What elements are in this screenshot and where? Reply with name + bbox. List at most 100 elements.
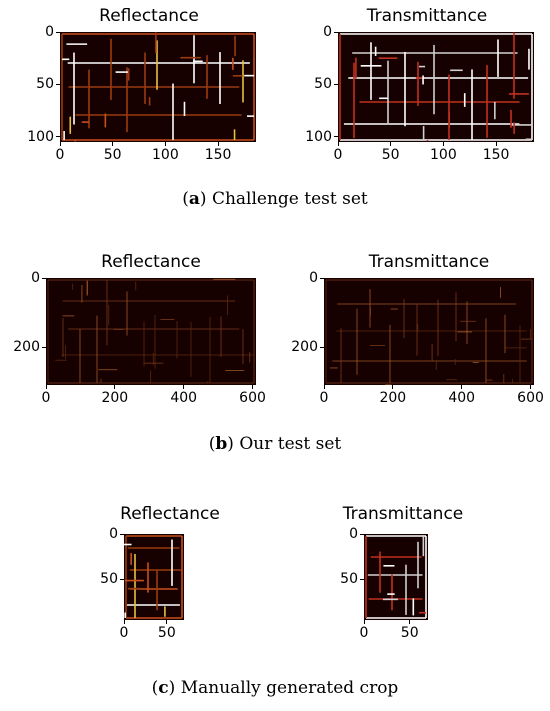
caption-a: (a) Challenge test set <box>182 189 368 209</box>
y-tick-label: 0 <box>309 270 318 286</box>
y-tick-label: 0 <box>31 270 40 286</box>
y-tick-label: 0 <box>109 526 118 542</box>
x-tick-mark <box>530 385 532 389</box>
y-tick-label: 0 <box>349 526 358 542</box>
plot-title: Reflectance <box>99 6 199 26</box>
x-tick-label: 50 <box>400 625 419 641</box>
y-tick-label: 50 <box>340 571 358 588</box>
plot-b-reflectance: Reflectance 0 200 400 600 0 200 <box>0 252 270 412</box>
caption-letter: b <box>215 434 228 454</box>
x-tick-label: 0 <box>359 625 369 641</box>
x-tick-mark <box>337 142 339 146</box>
y-tick-mark <box>334 136 338 138</box>
x-tick-label: 400 <box>170 390 198 406</box>
x-tick-mark <box>252 385 254 389</box>
plot-title: Reflectance <box>120 504 220 524</box>
caption-c: (c) Manually generated crop <box>151 678 399 698</box>
x-tick-label: 50 <box>103 147 122 163</box>
floorplan-lines <box>47 278 255 384</box>
x-tick-mark <box>164 142 166 146</box>
plot-a-transmittance: Transmittance 0 50 100 150 0 50 100 <box>298 6 538 171</box>
x-tick-label: 0 <box>333 147 343 163</box>
y-tick-mark <box>120 578 124 580</box>
y-tick-mark <box>334 83 338 85</box>
floorplan-image <box>324 278 534 385</box>
caption-text: Challenge test set <box>206 189 368 209</box>
x-tick-mark <box>59 142 61 146</box>
x-tick-label: 400 <box>448 390 476 406</box>
floorplan-lines <box>124 535 183 619</box>
y-tick-mark <box>360 578 364 580</box>
x-tick-mark <box>183 385 185 389</box>
x-tick-label: 100 <box>430 147 457 163</box>
plot-title: Transmittance <box>368 252 490 272</box>
x-tick-mark <box>123 620 125 624</box>
floorplan-lines <box>61 32 255 142</box>
x-tick-label: 200 <box>379 390 407 406</box>
plot-b-transmittance: Transmittance 0 200 400 600 0 200 <box>278 252 548 412</box>
caption-b: (b) Our test set <box>208 434 342 454</box>
y-tick-mark <box>56 83 60 85</box>
y-tick-label: 100 <box>27 128 54 145</box>
x-tick-mark <box>45 385 47 389</box>
y-tick-label: 200 <box>13 339 40 356</box>
plot-title: Transmittance <box>342 504 464 524</box>
y-tick-mark <box>320 346 324 348</box>
x-tick-label: 200 <box>101 390 129 406</box>
caption-text: Our test set <box>233 434 342 454</box>
y-tick-label: 0 <box>323 24 332 40</box>
floorplan-image <box>338 32 534 142</box>
plot-c-transmittance: Transmittance 0 50 0 50 <box>318 504 468 649</box>
x-tick-label: 600 <box>517 390 544 406</box>
floorplan-lines <box>325 279 533 385</box>
x-tick-mark <box>323 385 325 389</box>
floorplan-image <box>60 32 256 142</box>
floorplan-image <box>124 534 184 620</box>
y-tick-mark <box>320 277 324 279</box>
x-tick-label: 100 <box>152 147 179 163</box>
caption-letter: c <box>158 678 169 698</box>
y-tick-label: 50 <box>36 76 54 93</box>
y-tick-label: 200 <box>291 339 318 356</box>
caption-text: Manually generated crop <box>175 678 399 698</box>
x-tick-label: 0 <box>41 390 51 406</box>
x-tick-mark <box>112 142 114 146</box>
y-tick-mark <box>42 277 46 279</box>
y-tick-mark <box>360 533 364 535</box>
y-tick-label: 50 <box>100 571 118 588</box>
x-tick-mark <box>217 142 219 146</box>
plot-title: Reflectance <box>101 252 201 272</box>
x-tick-mark <box>390 142 392 146</box>
x-tick-mark <box>442 142 444 146</box>
plot-c-reflectance: Reflectance 0 50 0 50 <box>90 504 230 649</box>
y-tick-mark <box>120 533 124 535</box>
x-tick-label: 50 <box>381 147 400 163</box>
y-tick-mark <box>42 346 46 348</box>
x-tick-mark <box>114 385 116 389</box>
y-tick-label: 100 <box>305 128 332 145</box>
x-tick-mark <box>363 620 365 624</box>
plot-a-reflectance: Reflectance 0 50 100 150 0 50 100 <box>20 6 260 171</box>
x-tick-mark <box>166 620 168 624</box>
x-tick-label: 0 <box>119 625 129 641</box>
x-tick-label: 150 <box>482 147 510 163</box>
caption-letter: a <box>188 189 200 209</box>
y-tick-mark <box>56 31 60 33</box>
x-tick-label: 0 <box>55 147 65 163</box>
y-tick-mark <box>56 136 60 138</box>
x-tick-mark <box>495 142 497 146</box>
y-tick-label: 0 <box>45 24 54 40</box>
x-tick-mark <box>461 385 463 389</box>
floorplan-lines <box>365 534 427 619</box>
x-tick-mark <box>392 385 394 389</box>
floorplan-image <box>364 534 428 620</box>
floorplan-image <box>46 278 256 385</box>
plot-title: Transmittance <box>366 6 488 26</box>
x-tick-label: 0 <box>319 390 329 406</box>
y-tick-label: 50 <box>314 76 332 93</box>
x-tick-mark <box>409 620 411 624</box>
floorplan-lines <box>339 32 533 142</box>
x-tick-label: 150 <box>204 147 232 163</box>
x-tick-label: 600 <box>239 390 266 406</box>
y-tick-mark <box>334 31 338 33</box>
